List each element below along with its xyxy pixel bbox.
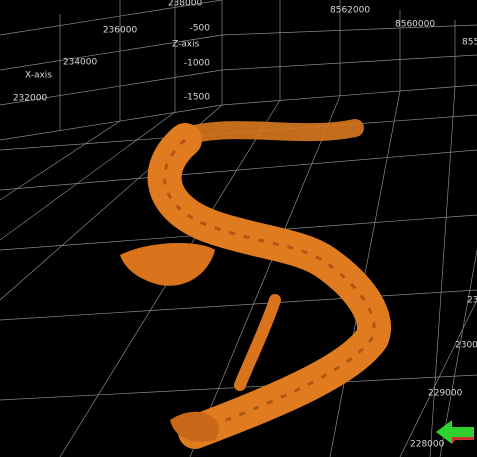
nav-arrow[interactable]: [436, 420, 474, 444]
y-tick-label: 228000: [410, 440, 445, 450]
z-tick-label: -500: [190, 24, 211, 34]
y-tick-label: 230000: [455, 341, 477, 351]
y-tick-label: 855: [462, 38, 477, 48]
x-tick-label: 236000: [103, 26, 138, 36]
z-tick-label: -1500: [184, 93, 210, 103]
x-tick-label: 232000: [13, 94, 48, 104]
z-axis-title: Z-axis: [172, 40, 200, 50]
y-tick-label: 23: [467, 296, 477, 306]
axis-labels: X-axis Z-axis 238000 236000 234000 232000 -500…: [13, 0, 477, 450]
z-tick-label: -1000: [184, 59, 210, 69]
geobody: [120, 119, 392, 449]
y-tick-label: 8562000: [330, 6, 370, 16]
y-tick-label: 229000: [428, 389, 463, 399]
x-tick-label: 238000: [168, 0, 203, 9]
x-tick-label: 234000: [63, 58, 98, 68]
x-axis-title: X-axis: [25, 71, 52, 81]
y-tick-label: 8560000: [395, 20, 435, 30]
